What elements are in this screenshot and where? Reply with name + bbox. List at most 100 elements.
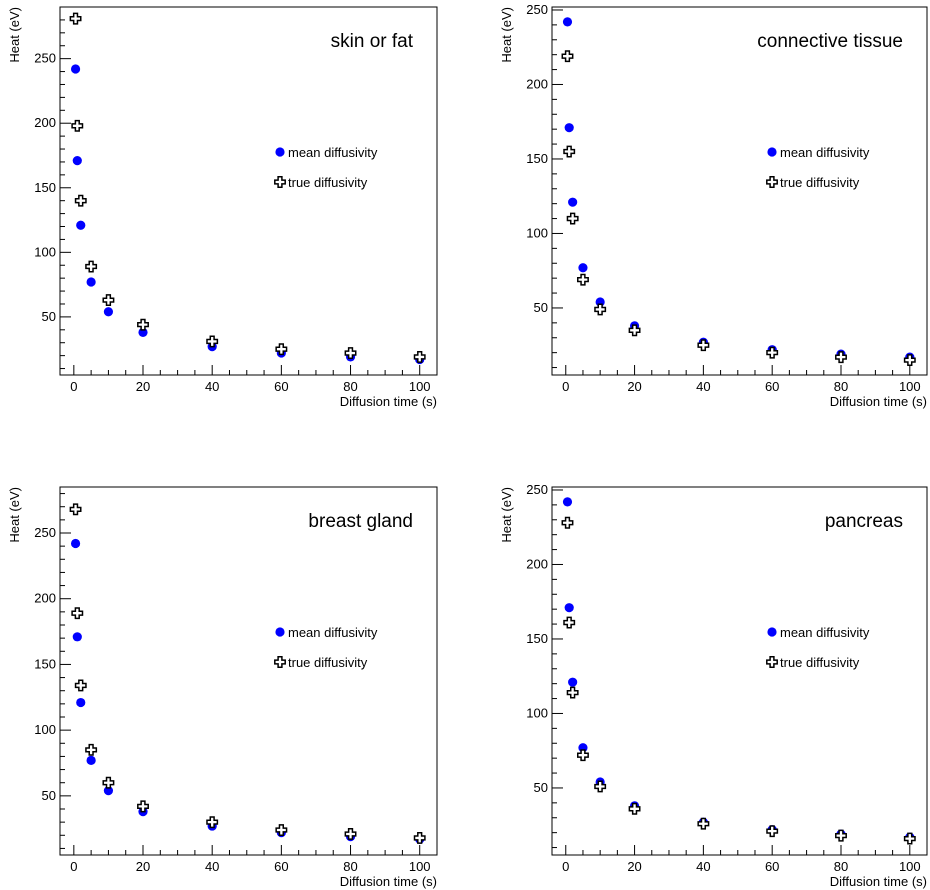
y-tick-label: 50 xyxy=(534,780,548,795)
y-tick-label: 200 xyxy=(34,115,56,130)
data-point-true xyxy=(594,780,607,793)
data-point-mean xyxy=(564,603,574,613)
data-point-true xyxy=(903,832,916,845)
data-point-true xyxy=(74,194,87,207)
legend: mean diffusivity true diffusivity xyxy=(766,145,870,190)
data-point-true xyxy=(903,354,916,367)
x-tick-label: 40 xyxy=(696,859,710,874)
y-tick-label: 250 xyxy=(34,51,56,66)
y-tick-label: 50 xyxy=(534,300,548,315)
data-point-true xyxy=(71,119,84,132)
data-point-true xyxy=(594,303,607,316)
panel-1: 0 20 40 60 80 100 50 100 150 200 250 Diffusion time… xyxy=(7,6,438,409)
legend-label-mean: mean diffusivity xyxy=(780,145,870,160)
panel-title: skin or fat xyxy=(331,31,414,52)
y-tick-label: 150 xyxy=(526,151,548,166)
y-tick-label: 50 xyxy=(42,309,56,324)
x-tick-label: 0 xyxy=(562,859,569,874)
panel-title: connective tissue xyxy=(757,31,903,52)
y-tick-label: 150 xyxy=(526,631,548,646)
data-point-true xyxy=(835,829,847,842)
legend-label-mean: mean diffusivity xyxy=(288,145,378,160)
y-tick-label: 100 xyxy=(526,705,548,720)
data-point-true xyxy=(102,294,115,307)
x-tick-label: 20 xyxy=(136,379,150,394)
legend-marker-true xyxy=(274,656,286,668)
legend-marker-true xyxy=(766,176,778,188)
data-point-true xyxy=(628,324,641,337)
data-point-mean xyxy=(86,277,96,287)
data-point-mean xyxy=(70,64,81,74)
x-tick-label: 100 xyxy=(899,379,921,394)
legend-label-true: true diffusivity xyxy=(780,655,860,670)
data-point-mean xyxy=(70,538,81,549)
data-point-true xyxy=(275,824,288,836)
data-point-mean xyxy=(103,307,114,317)
panel-4: 0 20 40 60 80 100 50 100 150 200 250 Diffusion time… xyxy=(499,482,928,889)
x-tick-label: 40 xyxy=(205,859,219,874)
series-2 xyxy=(561,50,916,367)
data-point-true xyxy=(561,50,574,63)
x-tick-label: 60 xyxy=(765,859,779,874)
data-point-true xyxy=(102,776,115,789)
y-tick-label: 200 xyxy=(526,556,548,571)
x-tick-label: 100 xyxy=(899,859,921,874)
y-axis-title: Heat (eV) xyxy=(499,487,514,543)
data-point-true xyxy=(85,743,98,756)
y-tick-label: 250 xyxy=(526,482,548,497)
data-point-true xyxy=(206,335,219,348)
series-1 xyxy=(70,64,425,365)
legend-label-mean: mean diffusivity xyxy=(288,625,378,640)
x-tick-label: 80 xyxy=(343,859,357,874)
data-point-true xyxy=(74,679,87,692)
data-point-true xyxy=(413,350,426,363)
data-point-true xyxy=(206,816,219,829)
legend: mean diffusivity true diffusivity xyxy=(274,625,378,670)
data-point-true xyxy=(344,828,357,840)
x-tick-label: 80 xyxy=(834,859,848,874)
y-tick-label: 150 xyxy=(34,180,56,195)
plot-frame xyxy=(59,486,438,856)
data-point-mean xyxy=(72,632,82,642)
y-tick-label: 200 xyxy=(526,76,548,91)
legend-marker-mean xyxy=(275,627,285,637)
plot-frame xyxy=(59,6,438,376)
legend-marker-true xyxy=(766,656,778,668)
legend: mean diffusivity true diffusivity xyxy=(274,145,378,190)
panel-3: 0 20 40 60 80 100 50 100 150 200 250 Diffusion time… xyxy=(7,486,438,889)
y-tick-label: 150 xyxy=(34,656,56,671)
x-tick-label: 80 xyxy=(834,379,848,394)
x-tick-label: 20 xyxy=(627,859,641,874)
panel-2: 0 20 40 60 80 100 50 100 150 200 250 Diffusion time… xyxy=(499,2,928,409)
data-point-mean xyxy=(76,220,86,230)
data-point-mean xyxy=(578,263,588,273)
legend-marker-mean xyxy=(767,627,777,637)
data-point-mean xyxy=(86,755,96,765)
y-tick-label: 100 xyxy=(526,225,548,240)
x-tick-label: 40 xyxy=(205,379,219,394)
legend-marker-true xyxy=(274,176,286,188)
series-1 xyxy=(70,538,425,844)
data-point-true xyxy=(137,318,149,331)
x-tick-label: 80 xyxy=(343,379,357,394)
plot-frame xyxy=(551,486,928,856)
y-tick-label: 50 xyxy=(42,788,56,803)
legend-label-true: true diffusivity xyxy=(288,655,368,670)
data-point-mean xyxy=(564,123,574,133)
x-axis-title: Diffusion time (s) xyxy=(340,874,437,889)
data-point-true xyxy=(566,686,579,699)
data-point-true xyxy=(566,212,579,225)
x-tick-label: 100 xyxy=(409,379,431,394)
data-point-true xyxy=(69,503,82,516)
data-point-true xyxy=(697,339,710,352)
y-tick-label: 100 xyxy=(34,244,56,259)
data-point-mean xyxy=(76,697,86,708)
panel-title: pancreas xyxy=(825,511,903,532)
y-tick-label: 200 xyxy=(34,591,56,606)
x-tick-label: 100 xyxy=(409,859,431,874)
legend: mean diffusivity true diffusivity xyxy=(766,625,870,670)
series-1 xyxy=(562,17,915,362)
legend-marker-mean xyxy=(767,147,777,157)
data-point-true xyxy=(344,347,357,359)
data-point-true xyxy=(413,831,426,844)
